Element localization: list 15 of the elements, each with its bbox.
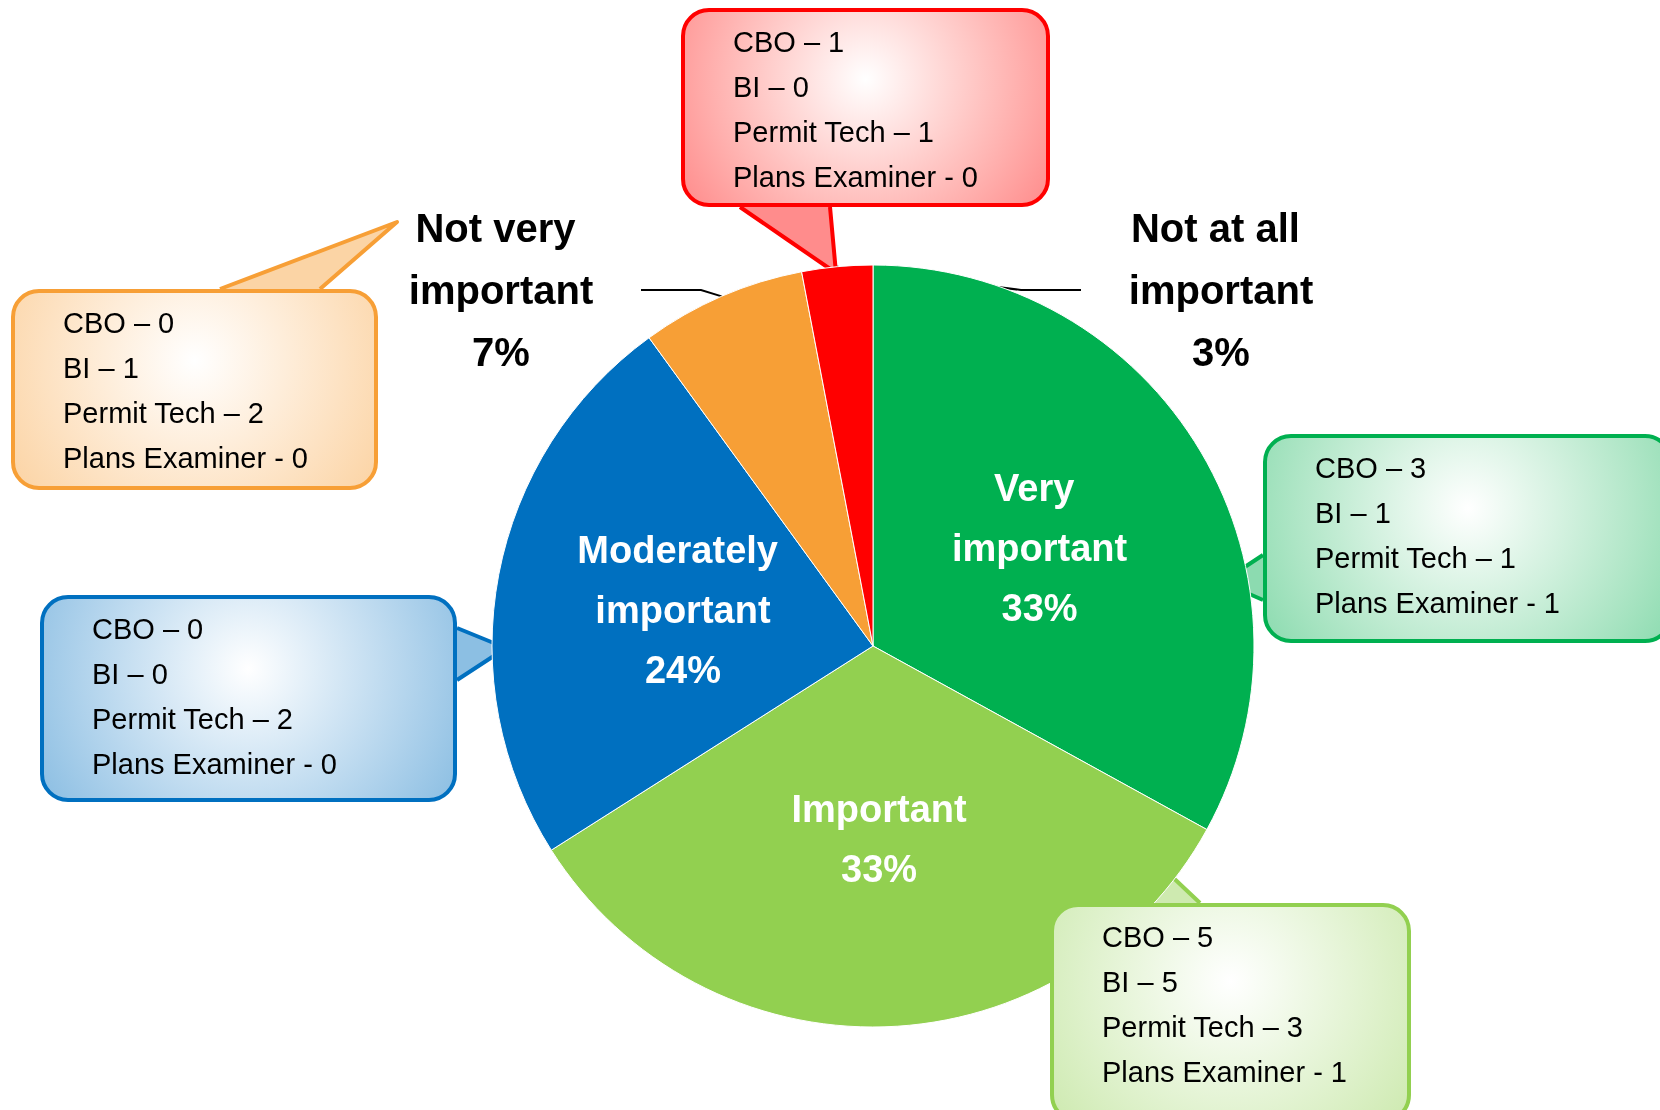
text: CBO – 0 BI – 1 Permit Tech – 2 Plans Examiner - 0 [11,289,378,490]
data-label: 7% [472,330,530,374]
data-label: 24% [644,648,721,691]
data-label: 3% [1192,330,1250,374]
slice-label: Important [791,788,968,831]
slice-label: Not at all important [1128,206,1314,312]
text: CBO – 0 BI – 0 Permit Tech – 2 Plans Examiner - 0 [40,595,457,802]
text: CBO – 1 BI – 0 Permit Tech – 1 Plans Examiner - 0 [681,8,1050,207]
text: CBO – 5 BI – 5 Permit Tech – 3 Plans Examiner - 1 [1050,903,1411,1110]
data-label: 33% [841,848,918,891]
data-label: 33% [1001,586,1078,629]
slice-label: Moderately important [577,528,789,631]
slice-label: Not very important [408,206,594,312]
text: CBO – 3 BI – 1 Permit Tech – 1 Plans Examiner - 1 [1263,434,1660,643]
slice-label: Very important [951,466,1128,569]
